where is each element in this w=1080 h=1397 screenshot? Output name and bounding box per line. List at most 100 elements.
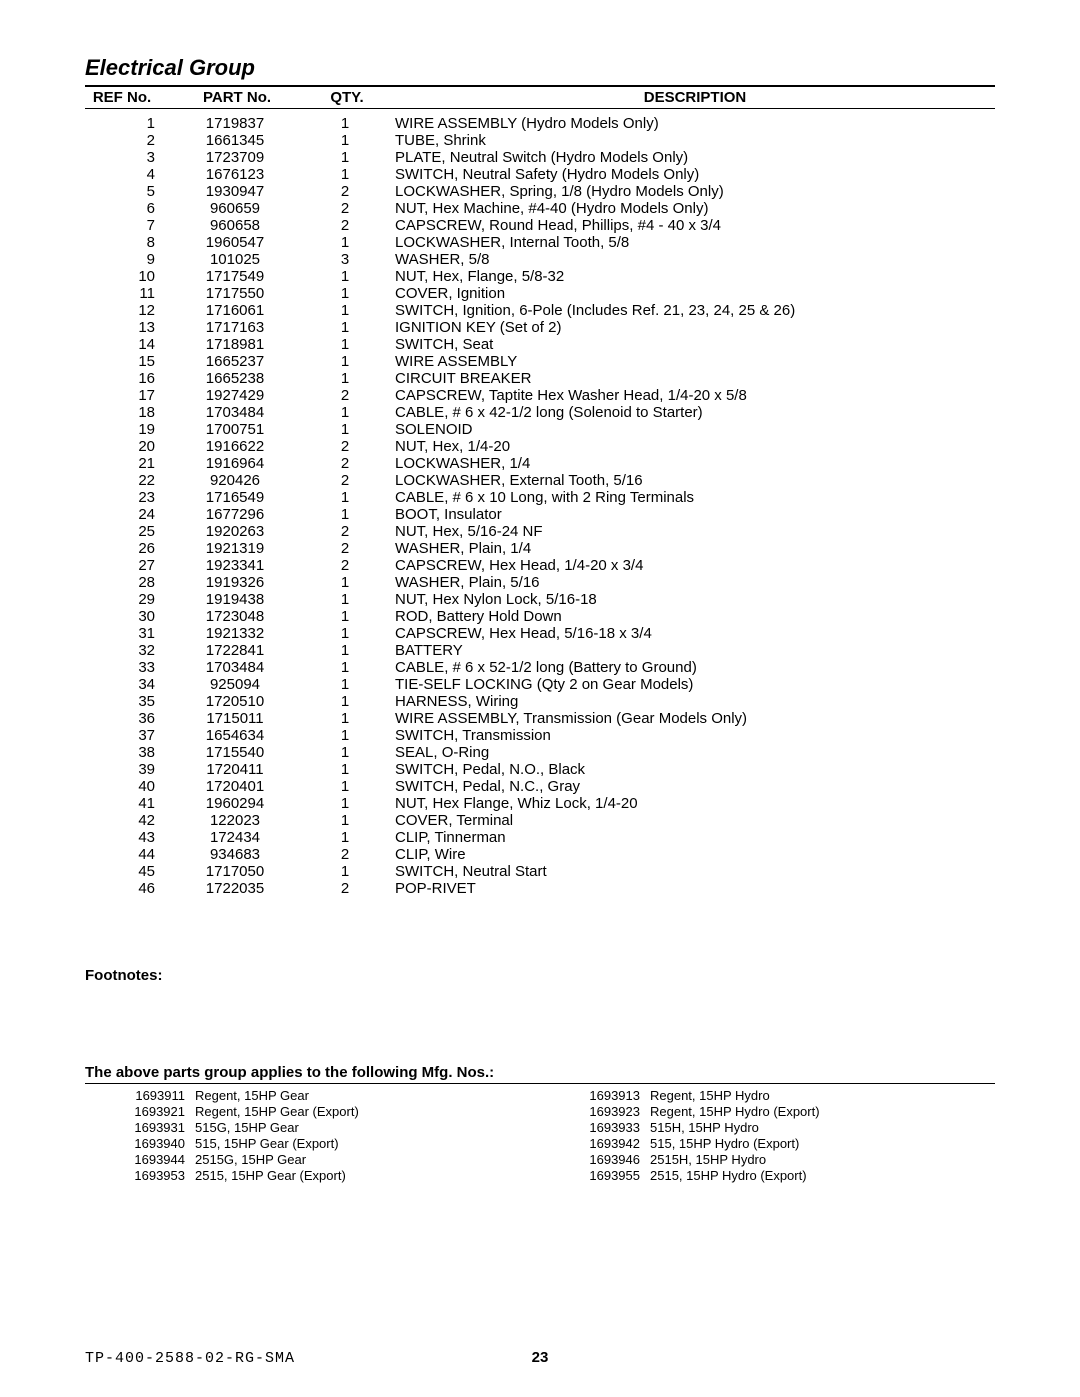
cell-part: 1927429: [175, 387, 295, 404]
table-row: 2119169642LOCKWASHER, 1/4: [85, 455, 995, 472]
mfg-description: 2515G, 15HP Gear: [195, 1152, 540, 1168]
cell-qty: 2: [295, 472, 395, 489]
table-row: 1719274292CAPSCREW, Taptite Hex Washer H…: [85, 387, 995, 404]
table-row: 4617220352POP-RIVET: [85, 880, 995, 897]
table-row: 3716546341SWITCH, Transmission: [85, 727, 995, 744]
table-row: 1616652381CIRCUIT BREAKER: [85, 370, 995, 387]
cell-qty: 1: [295, 132, 395, 149]
cell-ref: 11: [85, 285, 175, 302]
cell-ref: 40: [85, 778, 175, 795]
cell-part: 925094: [175, 676, 295, 693]
cell-qty: 2: [295, 846, 395, 863]
table-row: 117198371WIRE ASSEMBLY (Hydro Models Onl…: [85, 115, 995, 132]
mfg-number: 1693953: [85, 1168, 195, 1184]
cell-qty: 1: [295, 506, 395, 523]
cell-qty: 1: [295, 693, 395, 710]
cell-desc: POP-RIVET: [395, 880, 995, 897]
cell-qty: 1: [295, 710, 395, 727]
page-number: 23: [85, 1349, 995, 1366]
cell-desc: CABLE, # 6 x 52-1/2 long (Battery to Gro…: [395, 659, 995, 676]
table-row: 4119602941NUT, Hex Flange, Whiz Lock, 1/…: [85, 795, 995, 812]
cell-desc: SWITCH, Pedal, N.C., Gray: [395, 778, 995, 795]
table-row: 1917007511SOLENOID: [85, 421, 995, 438]
table-row: 1817034841CABLE, # 6 x 42-1/2 long (Sole…: [85, 404, 995, 421]
table-row: 1117175501COVER, Ignition: [85, 285, 995, 302]
cell-desc: WASHER, Plain, 5/16: [395, 574, 995, 591]
mfg-number: 1693923: [540, 1104, 650, 1120]
mfg-number: 1693933: [540, 1120, 650, 1136]
cell-ref: 19: [85, 421, 175, 438]
mfg-number: 1693944: [85, 1152, 195, 1168]
cell-desc: CAPSCREW, Taptite Hex Washer Head, 1/4-2…: [395, 387, 995, 404]
cell-desc: NUT, Hex, Flange, 5/8-32: [395, 268, 995, 285]
cell-ref: 41: [85, 795, 175, 812]
mfg-row: 1693940515, 15HP Gear (Export): [85, 1136, 540, 1152]
cell-part: 1722841: [175, 642, 295, 659]
cell-qty: 1: [295, 829, 395, 846]
table-row: 3017230481ROD, Battery Hold Down: [85, 608, 995, 625]
cell-qty: 3: [295, 251, 395, 268]
mfg-number: 1693913: [540, 1088, 650, 1104]
cell-desc: WASHER, 5/8: [395, 251, 995, 268]
cell-ref: 9: [85, 251, 175, 268]
cell-part: 1717050: [175, 863, 295, 880]
cell-desc: LOCKWASHER, External Tooth, 5/16: [395, 472, 995, 489]
table-row: 317237091PLATE, Neutral Switch (Hydro Mo…: [85, 149, 995, 166]
cell-part: 920426: [175, 472, 295, 489]
cell-qty: 1: [295, 608, 395, 625]
header-part: PART No.: [177, 89, 297, 106]
cell-desc: BATTERY: [395, 642, 995, 659]
cell-desc: BOOT, Insulator: [395, 506, 995, 523]
cell-part: 1723048: [175, 608, 295, 625]
cell-part: 1700751: [175, 421, 295, 438]
cell-ref: 10: [85, 268, 175, 285]
cell-desc: LOCKWASHER, Spring, 1/8 (Hydro Models On…: [395, 183, 995, 200]
mfg-number: 1693921: [85, 1104, 195, 1120]
cell-qty: 1: [295, 642, 395, 659]
cell-desc: HARNESS, Wiring: [395, 693, 995, 710]
table-row: 1317171631IGNITION KEY (Set of 2): [85, 319, 995, 336]
mfg-number: 1693955: [540, 1168, 650, 1184]
table-row: 431724341CLIP, Tinnerman: [85, 829, 995, 846]
cell-qty: 1: [295, 234, 395, 251]
mfg-row: 16939462515H, 15HP Hydro: [540, 1152, 995, 1168]
cell-part: 1718981: [175, 336, 295, 353]
cell-part: 1921319: [175, 540, 295, 557]
mfg-description: 515, 15HP Gear (Export): [195, 1136, 540, 1152]
cell-qty: 1: [295, 795, 395, 812]
cell-ref: 29: [85, 591, 175, 608]
cell-part: 1916622: [175, 438, 295, 455]
cell-part: 1720401: [175, 778, 295, 795]
cell-desc: WIRE ASSEMBLY: [395, 353, 995, 370]
cell-ref: 46: [85, 880, 175, 897]
mfg-row: 16939532515, 15HP Gear (Export): [85, 1168, 540, 1184]
cell-qty: 1: [295, 591, 395, 608]
table-row: 79606582CAPSCREW, Round Head, Phillips, …: [85, 217, 995, 234]
table-row: 3517205101HARNESS, Wiring: [85, 693, 995, 710]
cell-qty: 1: [295, 625, 395, 642]
cell-desc: IGNITION KEY (Set of 2): [395, 319, 995, 336]
table-row: 2619213192WASHER, Plain, 1/4: [85, 540, 995, 557]
cell-desc: SWITCH, Seat: [395, 336, 995, 353]
cell-part: 1661345: [175, 132, 295, 149]
cell-ref: 7: [85, 217, 175, 234]
table-row: 91010253WASHER, 5/8: [85, 251, 995, 268]
mfg-row: 1693931515G, 15HP Gear: [85, 1120, 540, 1136]
mfg-number: 1693940: [85, 1136, 195, 1152]
table-row: 1217160611SWITCH, Ignition, 6-Pole (Incl…: [85, 302, 995, 319]
cell-qty: 1: [295, 727, 395, 744]
cell-ref: 43: [85, 829, 175, 846]
table-row: 216613451TUBE, Shrink: [85, 132, 995, 149]
cell-ref: 14: [85, 336, 175, 353]
cell-qty: 1: [295, 404, 395, 421]
cell-qty: 1: [295, 149, 395, 166]
cell-qty: 1: [295, 761, 395, 778]
footnotes-label: Footnotes:: [85, 967, 995, 984]
cell-part: 122023: [175, 812, 295, 829]
mfg-column-left: 1693911Regent, 15HP Gear1693921Regent, 1…: [85, 1088, 540, 1184]
cell-ref: 30: [85, 608, 175, 625]
cell-qty: 1: [295, 268, 395, 285]
cell-desc: LOCKWASHER, 1/4: [395, 455, 995, 472]
mfg-row: 1693933515H, 15HP Hydro: [540, 1120, 995, 1136]
table-row: 1017175491NUT, Hex, Flange, 5/8-32: [85, 268, 995, 285]
